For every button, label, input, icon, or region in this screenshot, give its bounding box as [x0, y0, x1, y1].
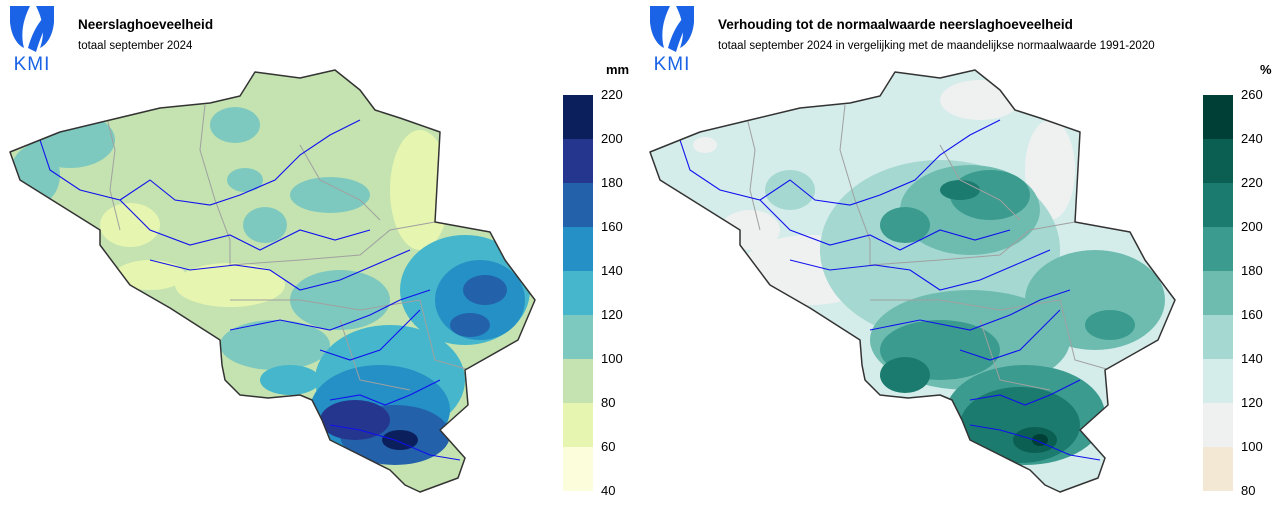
precipitation-panel: KMI Neerslaghoeveelheid totaal september… — [9, 6, 630, 498]
map-title: Neerslaghoeveelheid — [78, 17, 214, 32]
legend-tick-label: 80 — [601, 395, 616, 410]
legend-swatch — [1203, 315, 1233, 359]
ratio-legend — [1203, 95, 1233, 491]
legend-swatch — [1203, 139, 1233, 183]
legend-tick-label: 140 — [1241, 351, 1263, 366]
legend-tick-label: 200 — [1241, 219, 1263, 234]
belgium-precipitation-map — [9, 69, 536, 493]
map-title: Verhouding tot de normaalwaarde neerslag… — [718, 17, 1073, 32]
legend-tick-label: 220 — [1241, 175, 1263, 190]
belgium-ratio-map — [649, 69, 1176, 493]
legend-swatch — [1203, 271, 1233, 315]
legend-tick-label: 100 — [601, 351, 623, 366]
legend-tick-label: 240 — [1241, 131, 1263, 146]
legend-swatch — [563, 315, 593, 359]
legend-swatch — [1203, 447, 1233, 491]
legend-tick-label: 80 — [1241, 483, 1256, 498]
kmi-logo: KMI — [10, 6, 54, 72]
legend-tick-label: 160 — [1241, 307, 1263, 322]
kmi-logo: KMI — [650, 6, 694, 72]
legend-swatch — [563, 403, 593, 447]
legend-swatch — [563, 359, 593, 403]
legend-tick-label: 60 — [601, 439, 616, 454]
legend-swatch — [1203, 227, 1233, 271]
legend-tick-label: 120 — [1241, 395, 1263, 410]
legend-tick-label: 100 — [1241, 439, 1263, 454]
legend-swatch — [563, 95, 593, 139]
ratio-panel: KMI Verhouding tot de normaalwaarde neer… — [640, 0, 1280, 507]
kmi-logo-text: KMI — [14, 54, 51, 72]
belgium-border — [9, 69, 536, 493]
legend-unit: % — [1260, 62, 1272, 77]
legend-swatch — [563, 447, 593, 491]
belgium-border — [649, 69, 1176, 493]
legend-swatch — [563, 139, 593, 183]
legend-unit: mm — [606, 62, 630, 77]
legend-tick-label: 140 — [601, 263, 623, 278]
legend-swatch — [1203, 183, 1233, 227]
map-subtitle: totaal september 2024 in vergelijking me… — [718, 40, 1155, 52]
kmi-logo-text: KMI — [654, 54, 691, 72]
legend-tick-label: 220 — [601, 87, 623, 102]
legend-tick-label: 180 — [601, 175, 623, 190]
legend-swatch — [1203, 359, 1233, 403]
map-subtitle: totaal september 2024 — [78, 40, 193, 52]
legend-swatch — [563, 271, 593, 315]
legend-tick-label: 120 — [601, 307, 623, 322]
legend-tick-label: 200 — [601, 131, 623, 146]
legend-tick-label: 260 — [1241, 87, 1263, 102]
legend-swatch — [563, 183, 593, 227]
legend-tick-label: 180 — [1241, 263, 1263, 278]
legend-tick-label: 160 — [601, 219, 623, 234]
legend-tick-label: 40 — [601, 483, 616, 498]
precipitation-legend — [563, 95, 593, 491]
legend-swatch — [563, 227, 593, 271]
legend-swatch — [1203, 95, 1233, 139]
legend-swatch — [1203, 403, 1233, 447]
